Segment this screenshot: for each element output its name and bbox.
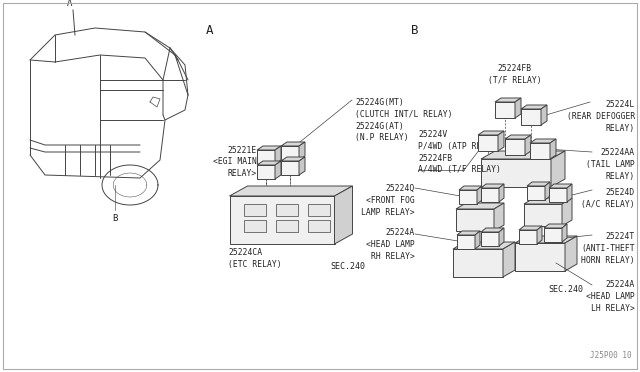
Polygon shape [230, 186, 353, 196]
Bar [275, 204, 298, 216]
Polygon shape [481, 151, 565, 159]
Text: 25224A
<HEAD LAMP
RH RELAY>: 25224A <HEAD LAMP RH RELAY> [366, 228, 415, 261]
Polygon shape [503, 242, 515, 277]
Polygon shape [299, 157, 305, 175]
Polygon shape [541, 105, 547, 125]
Polygon shape [519, 226, 542, 230]
Polygon shape [275, 146, 281, 164]
Polygon shape [505, 135, 531, 139]
Text: 25221E
<EGI MAIN
RELAY>: 25221E <EGI MAIN RELAY> [213, 146, 257, 178]
Polygon shape [494, 203, 504, 231]
Polygon shape [281, 142, 305, 146]
Polygon shape [457, 231, 480, 235]
Polygon shape [459, 186, 482, 190]
Polygon shape [495, 98, 521, 102]
Polygon shape [525, 135, 531, 155]
Polygon shape [498, 131, 504, 151]
Polygon shape [549, 184, 572, 188]
Text: 25224L
(REAR DEFOGGER
RELAY): 25224L (REAR DEFOGGER RELAY) [567, 100, 635, 132]
Polygon shape [281, 161, 299, 175]
Polygon shape [481, 159, 551, 187]
Polygon shape [499, 228, 504, 246]
Text: B: B [112, 214, 118, 223]
Text: SEC.240: SEC.240 [548, 285, 583, 294]
Polygon shape [477, 186, 482, 204]
Text: SEC.240: SEC.240 [330, 262, 365, 271]
Polygon shape [281, 157, 305, 161]
Polygon shape [567, 184, 572, 202]
Bar [243, 220, 266, 232]
Polygon shape [524, 204, 562, 226]
Polygon shape [515, 243, 565, 271]
Text: 25224CA
(ETC RELAY): 25224CA (ETC RELAY) [228, 248, 282, 269]
Polygon shape [299, 142, 305, 160]
Polygon shape [524, 198, 572, 204]
Polygon shape [281, 146, 299, 160]
Polygon shape [453, 242, 515, 249]
Polygon shape [562, 198, 572, 226]
Polygon shape [527, 186, 545, 200]
Polygon shape [515, 236, 577, 243]
Polygon shape [257, 146, 281, 150]
Polygon shape [457, 235, 475, 249]
Polygon shape [459, 190, 477, 204]
Text: 25224Q
<FRONT FOG
LAMP RELAY>: 25224Q <FRONT FOG LAMP RELAY> [362, 184, 415, 217]
Polygon shape [505, 139, 525, 155]
Text: 25224T
(ANTI-THEFT
HORN RELAY): 25224T (ANTI-THEFT HORN RELAY) [581, 232, 635, 264]
Polygon shape [537, 226, 542, 244]
Polygon shape [481, 232, 499, 246]
Text: A: A [206, 23, 214, 36]
Polygon shape [230, 196, 335, 244]
Polygon shape [562, 224, 567, 242]
Polygon shape [545, 182, 550, 200]
Polygon shape [481, 184, 504, 188]
Polygon shape [549, 188, 567, 202]
Polygon shape [551, 151, 565, 187]
Polygon shape [495, 102, 515, 118]
Polygon shape [499, 184, 504, 202]
Polygon shape [530, 143, 550, 159]
Bar [307, 220, 330, 232]
Polygon shape [550, 139, 556, 159]
Bar [275, 220, 298, 232]
Bar [243, 204, 266, 216]
Bar [307, 204, 330, 216]
Polygon shape [519, 230, 537, 244]
Polygon shape [335, 186, 353, 244]
Polygon shape [565, 236, 577, 271]
Polygon shape [481, 228, 504, 232]
Text: 25224AA
(TAIL LAMP
RELAY): 25224AA (TAIL LAMP RELAY) [586, 148, 635, 180]
Text: 25224A
<HEAD LAMP
LH RELAY>: 25224A <HEAD LAMP LH RELAY> [586, 280, 635, 312]
Text: 25E24D
(A/C RELAY): 25E24D (A/C RELAY) [581, 188, 635, 209]
Polygon shape [257, 165, 275, 179]
Polygon shape [475, 231, 480, 249]
Polygon shape [521, 105, 547, 109]
Text: J25P00 10: J25P00 10 [590, 351, 632, 360]
Polygon shape [456, 203, 504, 209]
Text: A: A [67, 0, 73, 8]
Polygon shape [527, 182, 550, 186]
Polygon shape [478, 135, 498, 151]
Polygon shape [481, 188, 499, 202]
Polygon shape [544, 228, 562, 242]
Text: 25224V
P/4WD (ATP RELAY)
25224FB
A/4WD (T/F RELAY): 25224V P/4WD (ATP RELAY) 25224FB A/4WD (… [418, 130, 501, 174]
Polygon shape [275, 161, 281, 179]
Polygon shape [257, 161, 281, 165]
Text: 25224FB
(T/F RELAY): 25224FB (T/F RELAY) [488, 64, 542, 85]
Polygon shape [530, 139, 556, 143]
Text: B: B [412, 23, 419, 36]
Polygon shape [478, 131, 504, 135]
Polygon shape [456, 209, 494, 231]
Polygon shape [453, 249, 503, 277]
Text: 25224G(MT)
(CLUTCH INT/L RELAY)
25224G(AT)
(N.P RELAY): 25224G(MT) (CLUTCH INT/L RELAY) 25224G(A… [355, 98, 452, 142]
Polygon shape [544, 224, 567, 228]
Polygon shape [257, 150, 275, 164]
Polygon shape [521, 109, 541, 125]
Polygon shape [515, 98, 521, 118]
